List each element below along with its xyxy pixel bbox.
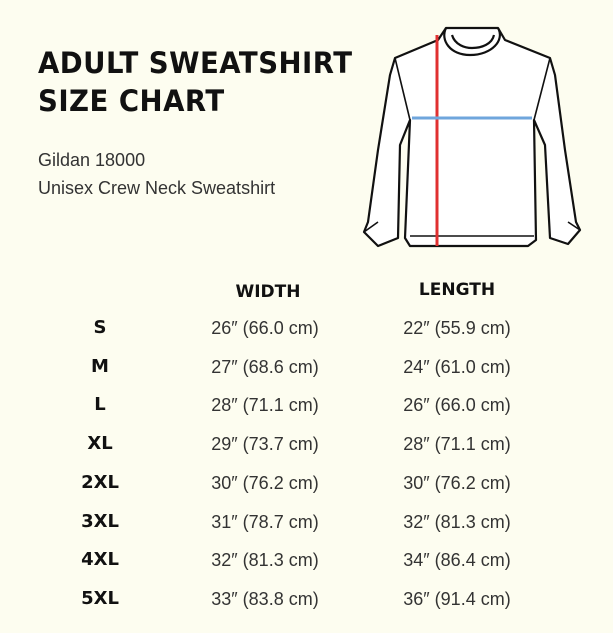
sweatshirt-seams bbox=[363, 57, 581, 237]
width-cell: 30″ (76.2 cm) bbox=[211, 472, 319, 493]
table-row: 5XL 33″ (83.8 cm) 36″ (91.4 cm) bbox=[0, 584, 613, 614]
table-row: XL 29″ (73.7 cm) 28″ (71.1 cm) bbox=[0, 429, 613, 459]
length-cell: 32″ (81.3 cm) bbox=[403, 511, 511, 532]
table-row: S 26″ (66.0 cm) 22″ (55.9 cm) bbox=[0, 313, 613, 343]
length-cell: 30″ (76.2 cm) bbox=[403, 472, 511, 493]
title-line-2: SIZE CHART bbox=[38, 84, 225, 118]
width-cell: 29″ (73.7 cm) bbox=[211, 434, 319, 455]
header-length: LENGTH bbox=[418, 280, 496, 300]
sweatshirt-diagram-icon bbox=[362, 26, 582, 248]
subtitle-line-2: Unisex Crew Neck Sweatshirt bbox=[38, 178, 276, 198]
length-cell: 34″ (86.4 cm) bbox=[403, 550, 511, 571]
title-line-1: ADULT SWEATSHIRT bbox=[38, 46, 353, 80]
size-cell: L bbox=[94, 394, 106, 416]
table-row: 4XL 32″ (81.3 cm) 34″ (86.4 cm) bbox=[0, 545, 613, 575]
sweatshirt-body bbox=[362, 26, 582, 248]
size-cell: M bbox=[91, 355, 109, 377]
table-row: 2XL 30″ (76.2 cm) 30″ (76.2 cm) bbox=[0, 468, 613, 498]
table-row: L 28″ (71.1 cm) 26″ (66.0 cm) bbox=[0, 390, 613, 420]
table-row: 3XL 31″ (78.7 cm) 32″ (81.3 cm) bbox=[0, 507, 613, 537]
width-cell: 31″ (78.7 cm) bbox=[211, 511, 319, 532]
page-title: ADULT SWEATSHIRT SIZE CHART bbox=[38, 44, 369, 120]
subtitle-line-1: Gildan 18000 bbox=[38, 150, 146, 170]
size-cell: 3XL bbox=[81, 510, 119, 532]
size-cell: 2XL bbox=[81, 471, 119, 493]
table-row: M 27″ (68.6 cm) 24″ (61.0 cm) bbox=[0, 352, 613, 382]
width-cell: 33″ (83.8 cm) bbox=[211, 588, 319, 609]
width-cell: 32″ (81.3 cm) bbox=[211, 550, 319, 571]
length-cell: 26″ (66.0 cm) bbox=[403, 395, 511, 416]
size-cell: 5XL bbox=[81, 587, 119, 609]
length-cell: 36″ (91.4 cm) bbox=[403, 588, 511, 609]
width-cell: 26″ (66.0 cm) bbox=[211, 318, 319, 338]
header-width: WIDTH bbox=[235, 282, 301, 302]
sweatshirt-collar bbox=[443, 27, 501, 57]
size-cell: S bbox=[93, 317, 107, 338]
length-cell: 28″ (71.1 cm) bbox=[403, 434, 511, 455]
size-cell: 4XL bbox=[81, 549, 119, 571]
length-cell: 22″ (55.9 cm) bbox=[403, 318, 511, 338]
width-cell: 28″ (71.1 cm) bbox=[211, 395, 319, 416]
product-subtitle: Gildan 18000 Unisex Crew Neck Sweatshirt bbox=[38, 146, 275, 202]
length-cell: 24″ (61.0 cm) bbox=[403, 356, 511, 377]
size-cell: XL bbox=[87, 433, 113, 455]
width-cell: 27″ (68.6 cm) bbox=[211, 356, 319, 377]
